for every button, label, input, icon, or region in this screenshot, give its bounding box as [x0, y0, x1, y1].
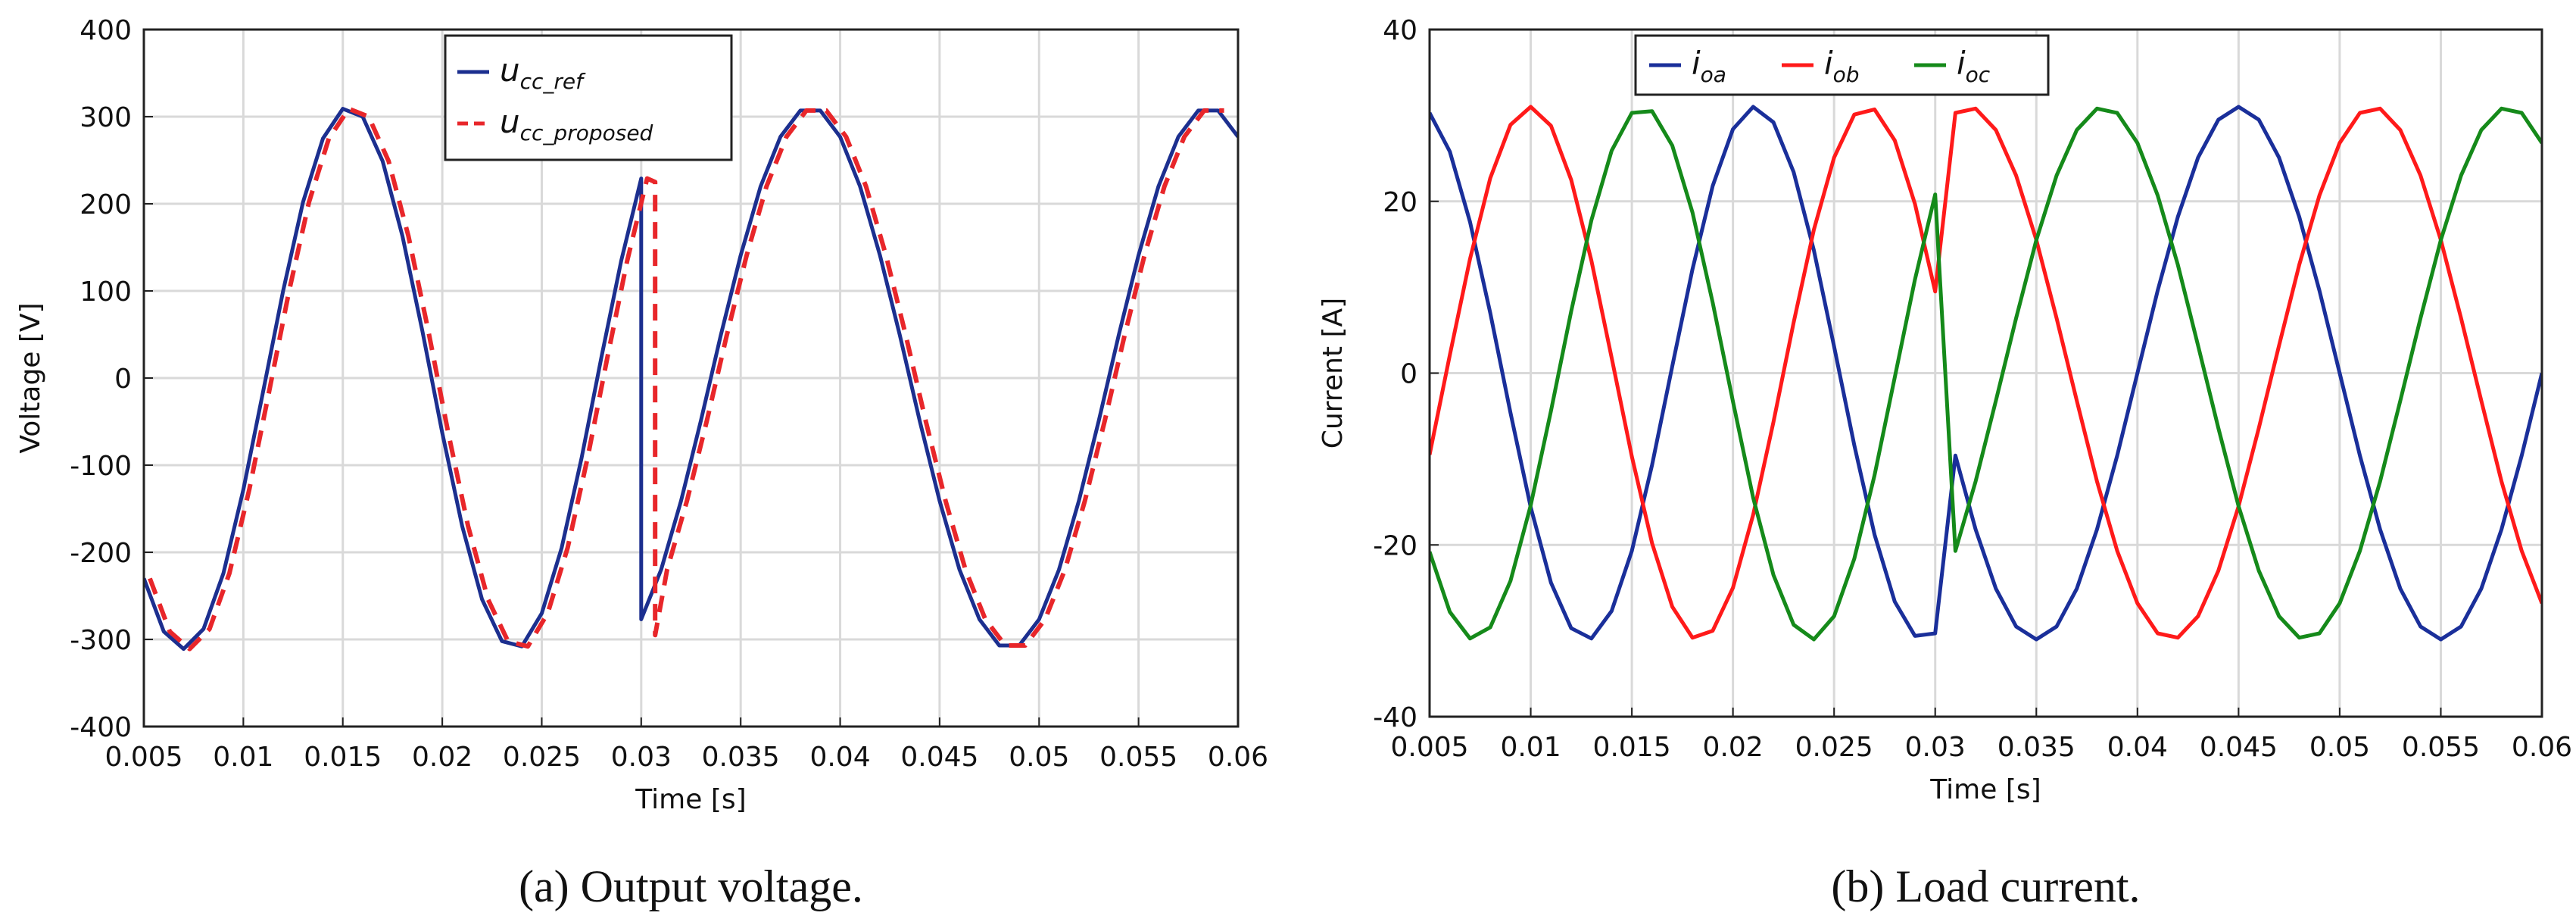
x-tick-label: 0.005: [104, 742, 182, 773]
legend-subscript: ob: [1833, 62, 1860, 87]
series-line: [1430, 105, 2542, 640]
y-axis-label: Voltage [V]: [15, 302, 46, 453]
legend-subscript: cc_proposed: [520, 120, 653, 145]
x-tick-label: 0.025: [503, 742, 581, 773]
legend-subscript: cc_ref: [520, 69, 587, 94]
plot-frame: [142, 28, 1240, 728]
x-tick-label: 0.02: [412, 742, 472, 773]
y-tick-label: 0: [1400, 359, 1417, 390]
chart: 0.005 0.01 0.015 0.02 0.025 0.03 0.035 0.04 0.04…: [1318, 15, 2572, 911]
y-axis-label: Current [A]: [1318, 298, 1349, 448]
x-tick-label: 0.035: [1997, 732, 2075, 763]
x-axis-label: Time [s]: [1929, 774, 2041, 805]
x-tick-label: 0.055: [2402, 732, 2480, 763]
x-tick-label: 0.045: [900, 742, 978, 773]
y-tick-label: 100: [80, 277, 132, 308]
x-tick-label: 0.005: [1390, 732, 1468, 763]
y-tick-label: -100: [70, 451, 132, 482]
y-tick-label: -40: [1373, 702, 1417, 733]
series-line: [148, 106, 1224, 652]
x-tick-label: 0.03: [1905, 732, 1966, 763]
legend-subscript: oa: [1701, 62, 1726, 87]
y-tick-label: 300: [80, 102, 132, 133]
x-tick-label: 0.05: [2309, 732, 2370, 763]
x-tick-label: 0.045: [2200, 732, 2278, 763]
series-line: [1430, 106, 2542, 642]
legend-name: i: [1957, 45, 1966, 82]
x-tick-label: 0.04: [2107, 732, 2168, 763]
y-tick-label: 20: [1383, 187, 1417, 218]
x-tick-label: 0.015: [304, 742, 382, 773]
y-tick-label: -400: [70, 712, 132, 743]
legend-label: ucc_ref: [500, 52, 586, 94]
y-tick-label: 200: [80, 189, 132, 220]
series-line: [144, 107, 1238, 652]
x-tick-label: 0.01: [213, 742, 273, 773]
x-tick-label: 0.06: [1208, 742, 1268, 773]
x-tick-label: 0.06: [2512, 732, 2572, 763]
series-line: [1430, 105, 2542, 642]
x-tick-label: 0.015: [1593, 732, 1671, 763]
legend-box: [1634, 34, 2050, 96]
y-tick-label: -200: [70, 538, 132, 569]
x-axis-label: Time [s]: [635, 784, 746, 815]
legend-label: ioc: [1957, 45, 1991, 87]
x-tick-label: 0.055: [1099, 742, 1177, 773]
legend-subscript: oc: [1966, 62, 1991, 87]
legend-name: u: [500, 52, 520, 89]
y-tick-label: -20: [1373, 530, 1417, 561]
x-tick-label: 0.01: [1500, 732, 1561, 763]
legend: ioa iob ioc: [1634, 34, 2050, 96]
legend-name: i: [1824, 45, 1833, 82]
caption: (a) Output voltage.: [519, 861, 863, 911]
y-tick-label: 40: [1383, 15, 1417, 46]
legend-name: u: [500, 103, 520, 140]
x-tick-label: 0.04: [809, 742, 870, 773]
y-tick-label: 400: [80, 15, 132, 46]
caption: (b) Load current.: [1831, 861, 2140, 911]
x-tick-label: 0.035: [702, 742, 780, 773]
x-tick-label: 0.02: [1703, 732, 1764, 763]
y-tick-label: 0: [114, 364, 132, 395]
x-tick-label: 0.03: [611, 742, 672, 773]
legend-label: ucc_proposed: [500, 103, 653, 145]
chart: 0.005 0.01 0.015 0.02 0.025 0.03 0.035 0.04 0.04…: [15, 15, 1268, 911]
plot-frame: [1428, 28, 2543, 718]
legend-label: ioa: [1692, 45, 1726, 87]
y-tick-label: -300: [70, 625, 132, 656]
legend-box: [444, 34, 733, 161]
x-tick-label: 0.025: [1795, 732, 1873, 763]
legend-label: iob: [1824, 45, 1860, 87]
legend-name: i: [1692, 45, 1701, 82]
x-tick-label: 0.05: [1009, 742, 1069, 773]
